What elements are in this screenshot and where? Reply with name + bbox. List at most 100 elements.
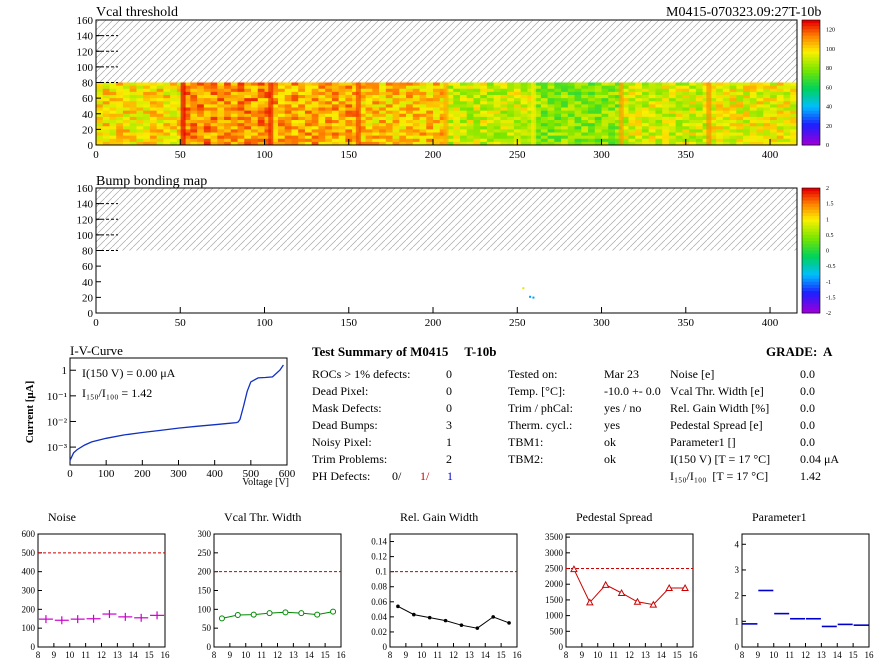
small-plot-y-tick: 200 bbox=[22, 604, 36, 614]
summary-row-value: -10.0 +- 0.0 bbox=[604, 384, 661, 398]
iv-y-axis-label: Current [μA] bbox=[24, 381, 36, 444]
summary-row-value: 0 bbox=[446, 367, 452, 381]
small-plot-y-tick: 250 bbox=[198, 548, 212, 558]
small-plot-x-tick: 16 bbox=[865, 650, 875, 660]
summary-row-value: 2 bbox=[446, 452, 452, 466]
small-plot-y-tick: 0 bbox=[383, 642, 388, 652]
grade-label: GRADE: A bbox=[766, 344, 833, 359]
data-point bbox=[38, 615, 53, 624]
small-plot-x-tick: 12 bbox=[801, 650, 810, 660]
small-plot-x-tick: 11 bbox=[81, 650, 90, 660]
iv-y-tick-label: 10⁻³ bbox=[47, 442, 68, 454]
unused-area-hatch bbox=[96, 20, 797, 83]
iv-curve-title: I-V-Curve bbox=[70, 343, 123, 358]
small-plot-frame bbox=[37, 533, 166, 648]
map-x-tick-label: 50 bbox=[175, 149, 187, 161]
data-point bbox=[118, 612, 133, 621]
summary-row-label: Dead Bumps: bbox=[312, 418, 378, 432]
dead-bump-pixel bbox=[529, 295, 532, 298]
small-plot-y-tick: 0.12 bbox=[371, 552, 387, 562]
color-scale-bar: 2 1.5 1 0.5 0 -0.5 -1 -1.5 -2 bbox=[801, 186, 836, 317]
summary-row-value: 0.04 μA bbox=[800, 452, 840, 466]
small-plot-y-tick: 3500 bbox=[545, 532, 564, 542]
map-y-tick-label: 60 bbox=[82, 261, 94, 273]
small-plot-x-tick: 9 bbox=[756, 650, 761, 660]
summary-row-value: ok bbox=[604, 452, 616, 466]
data-point bbox=[459, 623, 464, 627]
map-y-tick-label: 40 bbox=[82, 277, 94, 289]
small-plot-frame bbox=[565, 533, 694, 648]
unused-area-hatch bbox=[96, 188, 797, 251]
color-scale-label: 1.5 bbox=[826, 202, 834, 208]
small-plot-x-tick: 14 bbox=[833, 650, 843, 660]
rel-gain-width-plot: Rel. Gain Width 0 0.02 0.04 0.06 0.08 0.1 0.12 0… bbox=[371, 510, 522, 660]
map-y-tick-label: 80 bbox=[82, 78, 94, 90]
vcal-thr-width-plot: Vcal Thr. Width 0 50 100 150 200 250 300 8 9 10 11 1… bbox=[198, 510, 347, 660]
color-scale-label: 0.5 bbox=[826, 233, 834, 239]
summary-row-value: Mar 23 bbox=[604, 367, 639, 381]
test-summary-panel: Test Summary of M0415 T-10b GRADE: A ROC… bbox=[300, 340, 890, 490]
iv-x-tick-label: 300 bbox=[170, 468, 187, 480]
data-point bbox=[443, 618, 448, 623]
data-point bbox=[150, 611, 165, 620]
small-plot-y-tick: 150 bbox=[198, 586, 212, 596]
summary-row-value: 0.0 bbox=[800, 435, 815, 449]
small-plot-y-tick: 0.06 bbox=[371, 597, 387, 607]
data-point bbox=[665, 583, 674, 591]
small-plot-x-tick: 10 bbox=[769, 650, 779, 660]
color-scale-label: 2 bbox=[826, 186, 829, 192]
small-plot-x-tick: 9 bbox=[52, 650, 57, 660]
vcal-map-title: Vcal threshold bbox=[96, 5, 179, 20]
map-x-tick-label: 0 bbox=[93, 317, 99, 329]
iv-curve-plot: 0 100 200 300 400 500 600 10⁻³ 10⁻² 10⁻¹ 1 I(150 V)… bbox=[24, 357, 296, 488]
data-point bbox=[649, 600, 658, 608]
small-plot-y-tick: 400 bbox=[22, 567, 36, 577]
map-x-tick-label: 150 bbox=[341, 149, 358, 161]
small-plot-x-tick: 10 bbox=[241, 650, 251, 660]
summary-row-label: Dead Pixel: bbox=[312, 384, 369, 398]
small-plot-y-tick: 0 bbox=[207, 642, 212, 652]
small-plot-title: Noise bbox=[48, 510, 76, 524]
small-plot-y-tick: 2000 bbox=[545, 579, 564, 589]
small-plot-x-tick: 15 bbox=[673, 650, 683, 660]
color-scale-label: 120 bbox=[826, 28, 835, 34]
summary-row-label: Pedestal Spread [e] bbox=[670, 418, 763, 432]
small-plot-x-tick: 8 bbox=[388, 650, 393, 660]
map-x-tick-label: 400 bbox=[762, 149, 779, 161]
small-plot-y-tick: 500 bbox=[22, 548, 36, 558]
summary-row-label: Rel. Gain Width [%] bbox=[670, 401, 770, 415]
small-plot-y-tick: 50 bbox=[202, 623, 212, 633]
small-plot-x-tick: 12 bbox=[273, 650, 282, 660]
map-x-tick-label: 400 bbox=[762, 317, 779, 329]
color-scale-bar: 0 20 40 60 80 100 120 bbox=[801, 19, 835, 149]
iv-x-axis-label: Voltage [V] bbox=[242, 477, 289, 488]
small-plot-x-tick: 12 bbox=[97, 650, 106, 660]
data-point bbox=[314, 611, 321, 618]
iv-y-tick-label: 10⁻¹ bbox=[47, 391, 67, 403]
data-point bbox=[218, 615, 225, 622]
summary-row-value: 0.0 bbox=[800, 384, 815, 398]
small-plot-x-tick: 15 bbox=[497, 650, 507, 660]
summary-title: Test Summary of M0415 T-10b bbox=[312, 344, 497, 359]
iv-y-tick-label: 10⁻² bbox=[47, 416, 68, 428]
small-plot-x-tick: 15 bbox=[321, 650, 331, 660]
data-point bbox=[298, 610, 305, 617]
data-point bbox=[330, 608, 337, 615]
small-plot-x-tick: 11 bbox=[257, 650, 266, 660]
data-point bbox=[70, 615, 85, 624]
color-scale-label: -0.5 bbox=[826, 264, 836, 270]
color-scale-label: -2 bbox=[826, 311, 831, 317]
small-plot-y-tick: 100 bbox=[198, 604, 212, 614]
map-y-tick-label: 160 bbox=[77, 15, 94, 27]
small-plot-line bbox=[397, 605, 510, 629]
data-point bbox=[54, 616, 69, 625]
data-point bbox=[396, 604, 400, 609]
summary-row-label: Tested on: bbox=[508, 367, 558, 381]
map-y-tick-label: 100 bbox=[77, 230, 94, 242]
iv-x-tick-label: 0 bbox=[67, 468, 73, 480]
summary-row-value: yes / no bbox=[604, 401, 642, 415]
data-point bbox=[585, 598, 594, 606]
